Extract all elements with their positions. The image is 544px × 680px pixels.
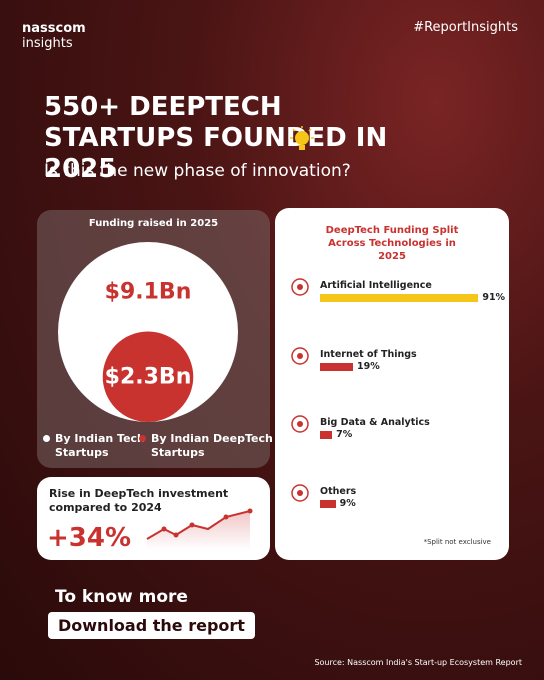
category-label: Internet of Things <box>320 348 417 360</box>
category-icon <box>291 415 309 433</box>
value-label: 91% <box>482 292 506 303</box>
icon-shape <box>297 284 303 290</box>
icon-shape <box>291 278 309 296</box>
category-label: Big Data & Analytics <box>320 417 430 428</box>
funding-panel: Funding raised in 2025 $9.1Bn By Indian T… <box>37 210 273 468</box>
hashtag: #ReportInsights <box>413 20 518 35</box>
bulb-icon <box>290 126 314 150</box>
rise-text: Rise in DeepTech investment compared to … <box>49 487 229 514</box>
icon-shape <box>297 421 303 427</box>
bubble-label: $2.3Bn <box>104 364 192 390</box>
icon-shape <box>291 483 309 502</box>
category-label: Others <box>320 485 357 497</box>
bar <box>320 431 333 439</box>
legend-item: By Indian DeepTech Startups <box>137 432 276 460</box>
rise-value: +34% <box>47 523 132 553</box>
bubble-chart <box>58 242 238 422</box>
chart-title: DeepTech Funding Split Across Technologi… <box>325 225 459 262</box>
split-panel: DeepTech Funding Split Across Technologi… <box>275 208 509 560</box>
bubble <box>102 331 194 422</box>
legend-dot <box>139 435 146 442</box>
cta-intro: To know more <box>55 587 188 607</box>
bar <box>320 294 479 302</box>
chart-title: Funding raised in 2025 <box>88 218 219 229</box>
category-label: Artificial Intelligence <box>320 280 432 291</box>
legend-dot <box>43 435 50 442</box>
icon-shape <box>297 489 303 496</box>
legend-label: By Indian DeepTech Startups <box>151 432 273 459</box>
brand: nasscom <box>22 21 86 36</box>
bubble-label: $9.1Bn <box>104 279 192 305</box>
trend-icon <box>146 508 253 550</box>
icon-shape <box>291 346 309 365</box>
headline-subtitle: Is this the new phase of innovation? <box>44 161 351 181</box>
note: *Split not exclusive <box>423 538 491 546</box>
headline-title: 550+ DEEPTECH STARTUPS FOUNDED IN 2025 <box>44 92 388 184</box>
download-button[interactable]: Download the report <box>48 612 255 639</box>
value-label: 19% <box>357 360 380 372</box>
bar <box>320 499 336 508</box>
legend-label: By Indian Tech Startups <box>55 432 145 459</box>
category-icon <box>291 278 309 296</box>
category-icon <box>291 346 309 365</box>
rise-panel: Rise in DeepTech investment compared to … <box>37 477 270 560</box>
source: Source: Nasscom India's Start-up Ecosyst… <box>314 658 522 667</box>
icon-shape <box>291 415 309 433</box>
icon-shape <box>297 352 303 359</box>
legend-item: By Indian Tech Startups <box>41 432 145 460</box>
value-label: 7% <box>336 429 353 440</box>
value-label: 9% <box>339 497 356 509</box>
brand-sub: insights <box>22 36 73 51</box>
category-icon <box>291 483 309 502</box>
bar <box>320 362 354 371</box>
